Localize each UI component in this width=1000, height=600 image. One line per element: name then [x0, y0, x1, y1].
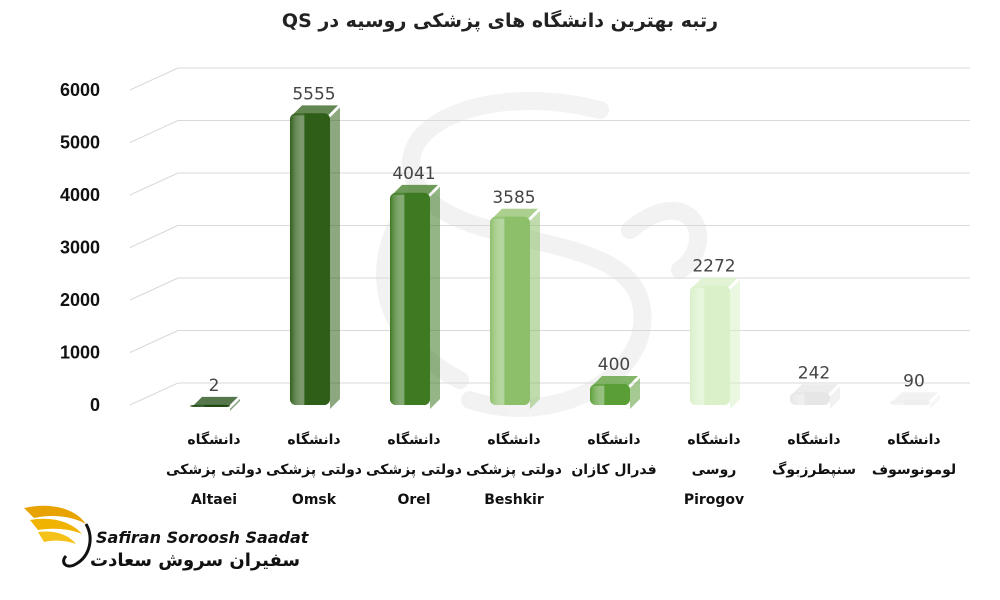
x-tick-label: دانشگاه — [787, 431, 840, 448]
value-label: 242 — [798, 363, 830, 383]
x-tick-label: دانشگاه — [887, 431, 940, 448]
x-tick-label: دولتی پزشکی — [266, 462, 362, 478]
bar-top — [292, 105, 338, 116]
y-tick-label: 1000 — [60, 343, 100, 363]
x-tick-label: دانشگاه — [487, 431, 540, 448]
x-tick-label: دولتی پزشکی — [366, 462, 462, 478]
gridline-diag — [129, 277, 179, 301]
bar-side — [630, 378, 640, 409]
chart-title: رتبه بهترین دانشگاه های پزشکی روسیه در Q… — [282, 9, 718, 32]
bar-top — [592, 376, 638, 386]
value-labels: 2 5555 4041 3585 400 2272 242 90 — [209, 84, 925, 396]
x-tick-label: Omsk — [292, 492, 337, 508]
x-tick-label: دانشگاه — [387, 431, 440, 448]
value-label: 90 — [903, 371, 925, 391]
bars — [190, 105, 940, 411]
x-tick-label: دانشگاه — [287, 431, 340, 448]
logo-wing-icon — [24, 505, 92, 568]
bar-top — [692, 277, 738, 288]
bar-top — [892, 392, 938, 403]
bar-side — [930, 394, 940, 409]
y-tick-label: 6000 — [60, 80, 100, 100]
value-label: 3585 — [492, 188, 535, 208]
value-label: 2272 — [692, 257, 735, 277]
x-tick-label: دانشگاه — [187, 431, 240, 448]
bar-side — [330, 107, 340, 410]
logo-text-fa: سفیران سروش سعادت — [90, 550, 301, 571]
logo-text-en: Safiran Soroosh Saadat — [96, 528, 309, 547]
x-axis-labels: دانشگاه دولتی پزشکی Altaei دانشگاه دولتی پزش… — [166, 431, 956, 508]
x-tick-label: Altaei — [191, 492, 237, 508]
bar-shade — [690, 285, 730, 405]
y-tick-label: 4000 — [60, 185, 100, 205]
bar-side — [230, 398, 240, 411]
bar-top — [192, 396, 238, 407]
bar-side — [530, 210, 540, 409]
value-label: 2 — [209, 376, 220, 396]
x-tick-label: سنپطرزبوگ — [772, 461, 856, 478]
x-tick-label: روسی — [692, 462, 737, 478]
gridline-diag — [129, 120, 179, 143]
x-tick-label: لومونوسوف — [872, 462, 956, 478]
gridline-diag — [129, 172, 179, 196]
bar-shade — [590, 384, 630, 405]
value-label: 4041 — [392, 164, 435, 184]
gridline-diag — [129, 330, 179, 353]
x-tick-label: Beshkir — [484, 492, 544, 508]
y-tick-label: 3000 — [60, 238, 100, 258]
x-tick-label: دانشگاه — [587, 431, 640, 448]
bar-side — [830, 386, 840, 409]
x-tick-label: دولتی پزشکی — [166, 462, 262, 478]
x-tick-label: دانشگاه — [687, 431, 740, 448]
gridline-diag — [129, 67, 179, 91]
bar-shade — [290, 113, 330, 406]
value-label: 5555 — [292, 84, 335, 104]
bar-top — [792, 384, 838, 395]
bar-side — [430, 186, 440, 409]
company-logo: Safiran Soroosh Saadat سفیران سروش سعادت — [20, 498, 310, 588]
y-tick-label: 2000 — [60, 290, 100, 310]
bar-top — [392, 184, 438, 195]
x-tick-label: دولتی پزشکی — [466, 462, 562, 478]
bar-shade — [790, 392, 830, 405]
y-tick-label: 0 — [90, 395, 100, 415]
gridline-diag — [129, 225, 179, 248]
gridline-diag — [129, 382, 179, 406]
bar-shade — [390, 192, 430, 405]
bar-side — [730, 279, 740, 409]
value-label: 400 — [598, 355, 630, 375]
x-tick-label: فدرال کازان — [571, 462, 656, 478]
y-axis: 0 1000 2000 3000 4000 5000 6000 — [60, 80, 100, 415]
x-tick-label: Orel — [397, 492, 430, 508]
bar-top — [492, 208, 538, 219]
y-tick-label: 5000 — [60, 133, 100, 153]
bar-shade — [490, 216, 530, 405]
x-tick-label: Pirogov — [684, 492, 744, 508]
